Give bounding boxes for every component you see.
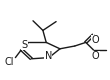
Text: Cl: Cl <box>4 57 14 67</box>
Text: S: S <box>21 40 27 50</box>
Text: O: O <box>92 51 100 61</box>
Text: N: N <box>45 51 52 61</box>
Text: O: O <box>92 35 100 45</box>
